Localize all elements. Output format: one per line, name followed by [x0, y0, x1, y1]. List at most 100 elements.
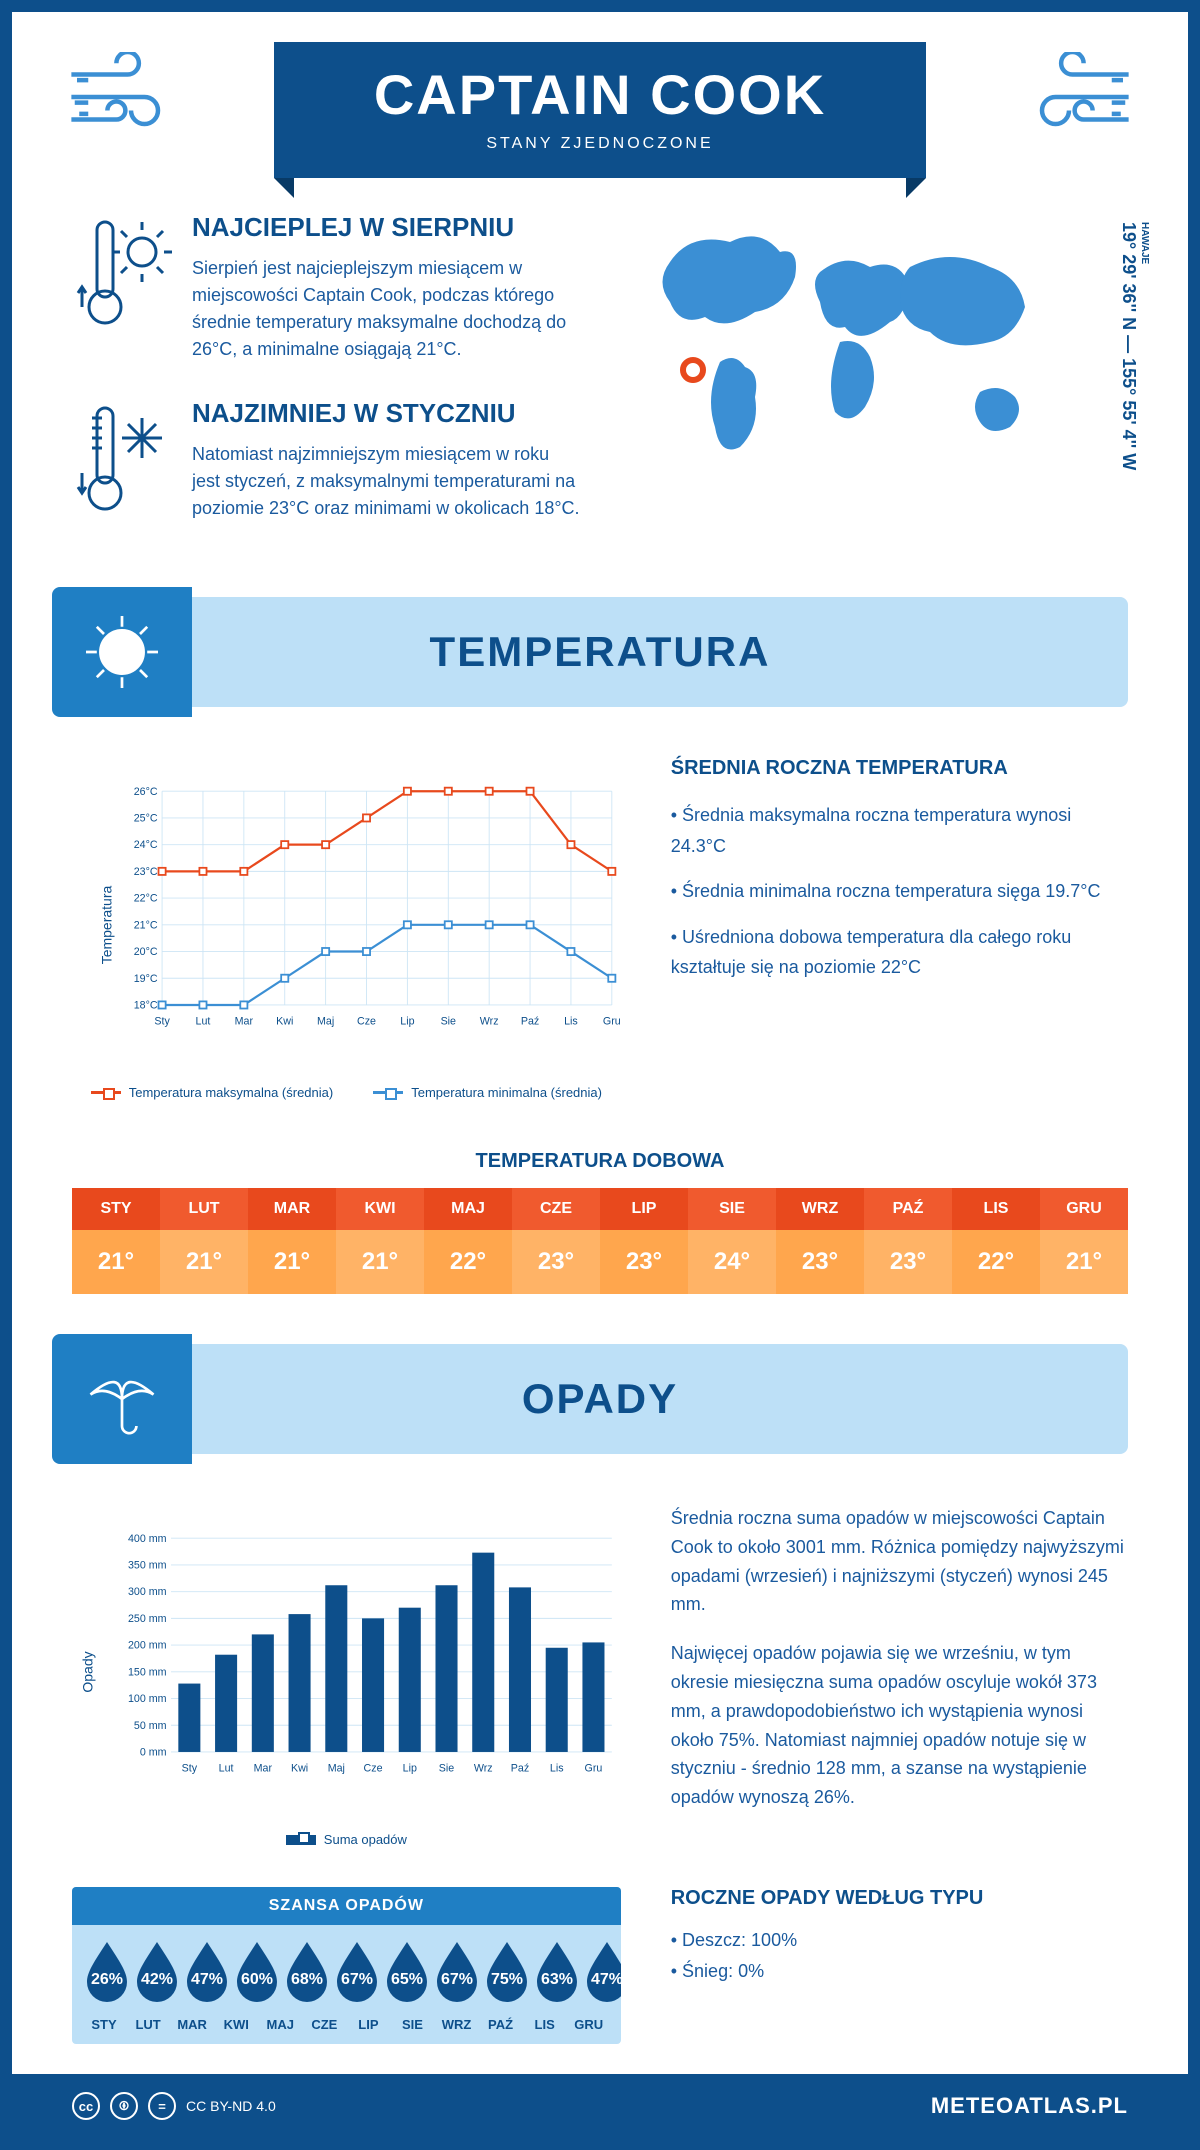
svg-text:300 mm: 300 mm: [128, 1586, 167, 1598]
daily-value: 21°: [336, 1230, 424, 1294]
temp-bullet: • Uśredniona dobowa temperatura dla całe…: [671, 922, 1128, 983]
intro-section: NAJCIEPLEJ W SIERPNIU Sierpień jest najc…: [12, 192, 1188, 597]
daily-month: STY: [72, 1188, 160, 1230]
svg-text:26°C: 26°C: [134, 786, 158, 798]
daily-value: 23°: [512, 1230, 600, 1294]
nd-icon: =: [148, 2092, 176, 2120]
footer: cc 🅯 = CC BY-ND 4.0 METEOATLAS.PL: [12, 2074, 1188, 2138]
precip-para: Najwięcej opadów pojawia się we wrześniu…: [671, 1639, 1128, 1812]
coldest-title: NAJZIMNIEJ W STYCZNIU: [192, 398, 580, 429]
chance-month: WRZ: [434, 2017, 478, 2032]
legend-min: Temperatura minimalna (średnia): [411, 1085, 602, 1100]
temp-summary-title: ŚREDNIA ROCZNA TEMPERATURA: [671, 757, 1128, 780]
svg-text:Cze: Cze: [364, 1763, 383, 1775]
precipitation-title: OPADY: [522, 1375, 678, 1423]
daily-month: GRU: [1040, 1188, 1128, 1230]
svg-text:47%: 47%: [591, 1971, 621, 1988]
temp-legend: Temperatura maksymalna (średnia) Tempera…: [72, 1085, 621, 1100]
daily-value: 22°: [952, 1230, 1040, 1294]
daily-value: 23°: [776, 1230, 864, 1294]
chance-month: KWI: [214, 2017, 258, 2032]
daily-month: WRZ: [776, 1188, 864, 1230]
svg-text:20°C: 20°C: [134, 946, 158, 958]
svg-text:Cze: Cze: [357, 1016, 376, 1028]
temp-bullet: • Średnia maksymalna roczna temperatura …: [671, 800, 1128, 861]
svg-text:100 mm: 100 mm: [128, 1693, 167, 1705]
precip-type-line: • Śnieg: 0%: [671, 1956, 1128, 1987]
svg-text:Maj: Maj: [328, 1763, 345, 1775]
daily-month: LUT: [160, 1188, 248, 1230]
svg-text:Mar: Mar: [254, 1763, 273, 1775]
precip-type-summary: ROCZNE OPADY WEDŁUG TYPU • Deszcz: 100% …: [671, 1887, 1128, 2044]
svg-text:22°C: 22°C: [134, 893, 158, 905]
by-icon: 🅯: [110, 2092, 138, 2120]
svg-text:0 mm: 0 mm: [140, 1747, 167, 1759]
precip-legend: Suma opadów: [72, 1832, 621, 1847]
precip-type-title: ROCZNE OPADY WEDŁUG TYPU: [671, 1887, 1128, 1910]
svg-text:67%: 67%: [441, 1971, 473, 1988]
chance-drop: 67%: [432, 1940, 482, 2007]
chance-drop: 42%: [132, 1940, 182, 2007]
site-name: METEOATLAS.PL: [931, 2093, 1128, 2119]
thermometer-hot-icon: [72, 212, 172, 332]
svg-text:42%: 42%: [141, 1971, 173, 1988]
svg-text:Gru: Gru: [603, 1016, 621, 1028]
wind-icon: [1018, 52, 1138, 142]
daily-temp-table: STYLUTMARKWIMAJCZELIPSIEWRZPAŹLISGRU21°2…: [72, 1188, 1128, 1294]
svg-text:47%: 47%: [191, 1971, 223, 1988]
chance-drop: 47%: [182, 1940, 232, 2007]
svg-text:Paź: Paź: [511, 1763, 529, 1775]
svg-text:Sie: Sie: [441, 1016, 456, 1028]
svg-text:19°C: 19°C: [134, 973, 158, 985]
temperature-title: TEMPERATURA: [430, 628, 771, 676]
wind-icon: [62, 52, 182, 142]
title-banner: CAPTAIN COOK STANY ZJEDNOCZONE: [274, 42, 926, 178]
coldest-block: NAJZIMNIEJ W STYCZNIU Natomiast najzimni…: [72, 398, 580, 522]
daily-month: LIP: [600, 1188, 688, 1230]
svg-text:65%: 65%: [391, 1971, 423, 1988]
daily-month: KWI: [336, 1188, 424, 1230]
svg-text:Wrz: Wrz: [480, 1016, 499, 1028]
svg-text:400 mm: 400 mm: [128, 1533, 167, 1545]
sun-icon: [77, 607, 167, 697]
temp-bullet: • Średnia minimalna roczna temperatura s…: [671, 876, 1128, 907]
warmest-title: NAJCIEPLEJ W SIERPNIU: [192, 212, 580, 243]
temperature-heading: TEMPERATURA: [72, 597, 1128, 707]
coldest-body: Natomiast najzimniejszym miesiącem w rok…: [192, 441, 580, 522]
daily-value: 21°: [248, 1230, 336, 1294]
chance-month: GRU: [567, 2017, 611, 2032]
chance-title: SZANSA OPADÓW: [72, 1887, 621, 1925]
chance-month: STY: [82, 2017, 126, 2032]
svg-text:Lut: Lut: [219, 1763, 234, 1775]
svg-text:Gru: Gru: [585, 1763, 603, 1775]
daily-value: 21°: [160, 1230, 248, 1294]
chance-month: CZE: [302, 2017, 346, 2032]
chance-month: SIE: [390, 2017, 434, 2032]
svg-text:Lip: Lip: [403, 1763, 417, 1775]
cc-icon: cc: [72, 2092, 100, 2120]
svg-text:Sty: Sty: [154, 1016, 170, 1028]
svg-text:60%: 60%: [241, 1971, 273, 1988]
precip-para: Średnia roczna suma opadów w miejscowośc…: [671, 1504, 1128, 1619]
daily-value: 23°: [864, 1230, 952, 1294]
umbrella-icon: [77, 1354, 167, 1444]
location-marker: [680, 357, 706, 383]
chance-month: MAR: [170, 2017, 214, 2032]
svg-text:Mar: Mar: [235, 1016, 254, 1028]
svg-text:63%: 63%: [541, 1971, 573, 1988]
svg-text:24°C: 24°C: [134, 839, 158, 851]
daily-month: SIE: [688, 1188, 776, 1230]
header: CAPTAIN COOK STANY ZJEDNOCZONE: [12, 12, 1188, 192]
chance-drop: 68%: [282, 1940, 332, 2007]
chance-month: LUT: [126, 2017, 170, 2032]
svg-text:21°C: 21°C: [134, 919, 158, 931]
chance-drop: 75%: [482, 1940, 532, 2007]
temp-ylabel: Temperatura: [98, 886, 114, 965]
svg-text:68%: 68%: [291, 1971, 323, 1988]
coordinates: HAWAJE19° 29' 36'' N — 155° 55' 4'' W: [1118, 222, 1150, 470]
daily-value: 21°: [72, 1230, 160, 1294]
temperature-chart: Temperatura 18°C19°C20°C21°C22°C23°C24°C…: [72, 757, 621, 1100]
svg-text:25°C: 25°C: [134, 813, 158, 825]
chance-month: MAJ: [258, 2017, 302, 2032]
svg-text:Lut: Lut: [196, 1016, 211, 1028]
